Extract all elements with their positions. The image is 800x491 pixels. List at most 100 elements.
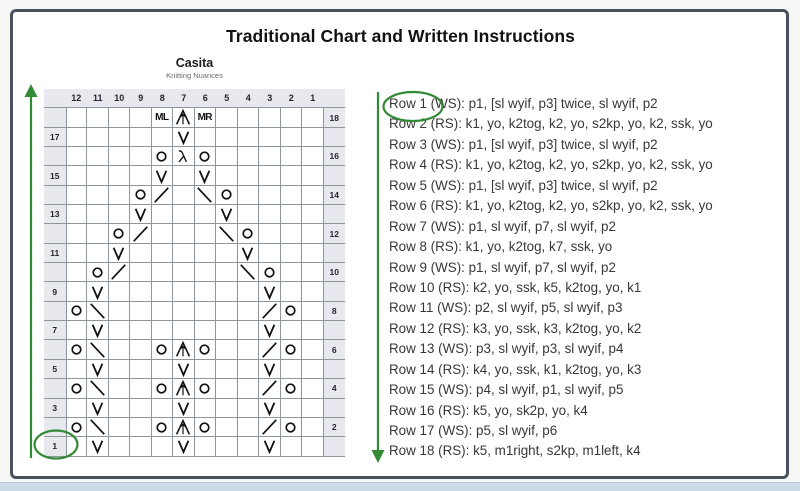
chart-cell: [151, 321, 173, 341]
chart-cell: [237, 205, 259, 225]
chart-cell: [108, 359, 130, 380]
yo-symbol: [151, 147, 173, 167]
chart-cell: [87, 224, 109, 244]
chart-row-number-left: 5: [44, 359, 66, 380]
chart-cell: [237, 127, 259, 148]
chart-cell: [87, 205, 109, 225]
chart-cell: [151, 359, 173, 380]
chart-row-number-right: 16: [323, 147, 345, 167]
chart-column-header: 12: [65, 89, 87, 109]
chart-cell: [151, 224, 173, 244]
instruction-row: Row 18 (RS): k5, m1right, s2kp, m1left, …: [389, 443, 641, 459]
chart-cell: [151, 398, 173, 418]
k2tog-symbol: [130, 224, 152, 244]
chart-row-number-left: 13: [44, 205, 66, 225]
chart-cell: [259, 108, 281, 128]
chart-row-number-left: [44, 108, 66, 128]
sl-wyif-symbol: [87, 437, 109, 457]
chart-cell: [302, 224, 324, 244]
chart-row-number-left: 11: [44, 243, 66, 264]
chart-cell: [216, 301, 238, 322]
chart-cell: [216, 263, 238, 283]
row1-circle-annotation-text: [381, 90, 445, 128]
instruction-row: Row 4 (RS): k1, yo, k2tog, k2, yo, s2kp,…: [389, 157, 713, 173]
yo-symbol: [87, 263, 109, 283]
sl-wyif-symbol: [173, 359, 195, 380]
chart-cell: [151, 263, 173, 283]
chart-cell: [130, 398, 152, 418]
chart-row-number-right: 18: [323, 108, 345, 128]
chart-cell: [130, 321, 152, 341]
chart-cell: [237, 185, 259, 206]
sl-wyif-symbol: [173, 437, 195, 457]
chart-cell: [173, 263, 195, 283]
chart-cell: [65, 224, 87, 244]
ssk-symbol: [87, 417, 109, 438]
chart-row-number-right: [323, 321, 345, 341]
chart-row-number-left: 15: [44, 166, 66, 186]
instruction-row: Row 17 (WS): p5, sl wyif, p6: [389, 423, 558, 438]
chart-row-number-right: [323, 166, 345, 186]
chart-cell: [280, 147, 302, 167]
chart-cell: [302, 166, 324, 186]
chart-row-number-left: 17: [44, 127, 66, 148]
chart-cell: [237, 282, 259, 302]
chart-cell: [216, 108, 238, 128]
yo-symbol: [194, 417, 216, 438]
yo-symbol: [280, 340, 302, 360]
chart-cell: [65, 282, 87, 302]
chart-cell: [216, 437, 238, 457]
chart-cell: [216, 379, 238, 399]
instruction-row: Row 6 (RS): k1, yo, k2tog, k2, yo, s2kp,…: [389, 198, 713, 214]
chart-row-number-right: 4: [323, 379, 345, 399]
chart-cell: [87, 147, 109, 167]
chart-column-header: 4: [237, 89, 259, 109]
chart-cell: [280, 166, 302, 186]
chart-cell: [302, 147, 324, 167]
chart-cell: [108, 108, 130, 128]
yo-symbol: [280, 301, 302, 322]
chart-cell: [130, 282, 152, 302]
chart-cell: [302, 243, 324, 264]
chart-row-number-left: [44, 417, 66, 438]
chart-cell: [108, 340, 130, 360]
chart-cell: [216, 417, 238, 438]
chart-cell: [280, 398, 302, 418]
yo-symbol: [194, 379, 216, 399]
chart-cell: [194, 301, 216, 322]
chart-column-header: 5: [216, 89, 238, 109]
chart-cell: [280, 127, 302, 148]
chart-row-number-left: 7: [44, 321, 66, 341]
chart-row-number-right: 12: [323, 224, 345, 244]
chart-cell: [302, 127, 324, 148]
s2kp-symbol: [173, 379, 195, 399]
chart-cell: [130, 359, 152, 380]
chart-cell: [130, 340, 152, 360]
chart-row-number-right: [323, 127, 345, 148]
chart-cell: [130, 437, 152, 457]
chart-cell: [130, 147, 152, 167]
k2tog-symbol: [259, 379, 281, 399]
chart-cell: [216, 166, 238, 186]
chart-cell: [173, 185, 195, 206]
chart-cell: [65, 243, 87, 264]
knitting-chart: 12 11 10 9 8 7 6 5 4 3 2 1 ML MR 18 17 16 15 14 13 12 11 10 9 8 7…: [44, 89, 345, 457]
chart-row-number-left: 3: [44, 398, 66, 418]
chart-cell: [237, 108, 259, 128]
instruction-row: Row 5 (WS): p1, [sl wyif, p3] twice, sl …: [389, 177, 658, 193]
yo-symbol: [280, 379, 302, 399]
chart-column-header: 8: [151, 89, 173, 109]
sl-wyif-symbol: [259, 359, 281, 380]
chart-cell: [108, 282, 130, 302]
chart-cell: [237, 379, 259, 399]
chart-cell: [237, 147, 259, 167]
chart-cell: [194, 205, 216, 225]
yo-symbol: [259, 263, 281, 283]
chart-cell: [108, 417, 130, 438]
chart-cell: [237, 166, 259, 186]
chart-cell: [87, 127, 109, 148]
chart-cell: [280, 437, 302, 457]
chart-cell: [237, 340, 259, 360]
chart-row-number-right: 2: [323, 417, 345, 438]
instruction-row: Row 14 (RS): k4, yo, ssk, k1, k2tog, yo,…: [389, 361, 642, 377]
